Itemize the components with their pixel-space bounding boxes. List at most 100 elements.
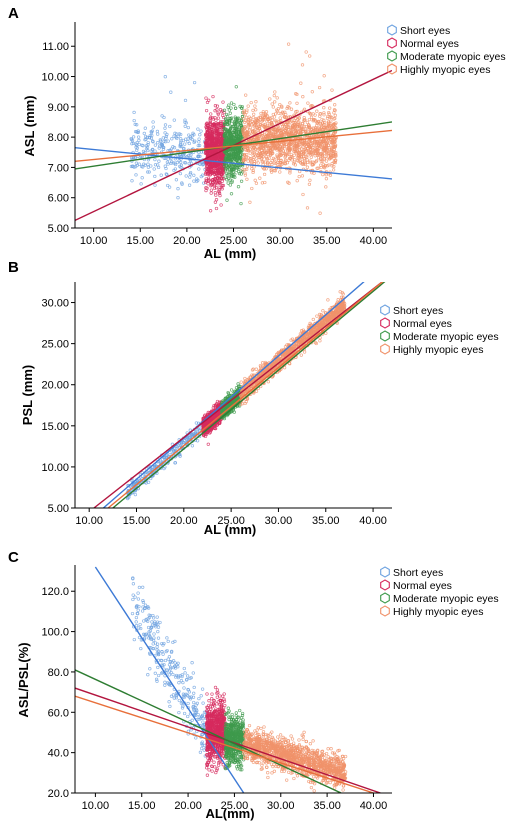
data-point [217, 173, 221, 177]
data-point [213, 177, 217, 181]
data-point [204, 125, 208, 129]
data-point [278, 170, 282, 174]
data-point [214, 186, 219, 190]
data-point [205, 138, 210, 143]
data-point [229, 126, 233, 130]
data-point [268, 135, 272, 140]
data-point [303, 129, 308, 133]
data-point [251, 146, 255, 151]
data-point [229, 154, 233, 158]
data-point [215, 399, 220, 404]
data-point [156, 465, 160, 469]
data-point [168, 124, 172, 129]
x-tick-label: 40.00 [360, 235, 388, 247]
data-point [270, 123, 274, 127]
data-point [304, 124, 308, 129]
data-point [180, 181, 184, 185]
panel-letter: A [8, 5, 19, 22]
data-point [324, 159, 329, 163]
data-point [286, 125, 290, 129]
legend-label: Normal eyes [400, 38, 459, 50]
data-point [175, 445, 180, 449]
data-point [204, 150, 208, 155]
data-point [129, 164, 134, 169]
data-point [184, 137, 188, 141]
data-point [276, 156, 281, 161]
data-point [166, 157, 170, 161]
data-point [333, 159, 337, 163]
data-point [287, 133, 291, 137]
data-point [327, 112, 331, 116]
data-point [209, 150, 214, 154]
data-point [220, 400, 224, 405]
data-point [233, 106, 238, 110]
data-point [278, 150, 282, 155]
data-point [176, 187, 180, 191]
data-point [187, 133, 191, 137]
data-point [229, 106, 233, 110]
data-point [310, 90, 314, 94]
data-point [162, 466, 166, 471]
data-point [289, 152, 293, 157]
data-point [245, 177, 249, 181]
data-point [289, 155, 294, 159]
data-point [311, 119, 315, 123]
data-point [287, 148, 292, 153]
data-point [156, 132, 160, 136]
data-point [230, 179, 234, 183]
data-point [253, 104, 257, 108]
data-point [275, 96, 279, 100]
data-point [151, 140, 155, 144]
data-point [219, 131, 224, 136]
data-point [213, 404, 218, 408]
data-point [247, 118, 251, 122]
panel-A: A10.00 15.00 20.00 25.00 30.00 35.00 40.005.00… [8, 5, 506, 261]
data-point [186, 125, 190, 130]
data-point [249, 123, 254, 127]
data-point [266, 117, 270, 122]
data-point [315, 146, 319, 150]
data-point [291, 162, 296, 166]
data-point [230, 157, 234, 161]
data-point [206, 134, 210, 138]
data-point [187, 161, 191, 166]
data-point [232, 128, 236, 133]
data-point [286, 42, 291, 46]
data-point [158, 144, 162, 148]
data-point [243, 167, 247, 172]
data-point [173, 461, 178, 465]
data-point [211, 94, 215, 99]
y-tick-label: 5.00 [48, 223, 69, 235]
data-point [192, 179, 196, 183]
data-point [212, 403, 216, 408]
data-point [275, 142, 280, 146]
data-point [184, 174, 188, 178]
data-point [254, 117, 258, 121]
data-point [179, 163, 184, 167]
data-point [250, 130, 255, 134]
data-point [303, 159, 307, 163]
data-point [173, 162, 178, 167]
data-point [263, 143, 268, 147]
data-point [265, 114, 269, 118]
data-point [309, 142, 313, 146]
data-point [195, 439, 200, 443]
data-point [218, 181, 222, 185]
data-point [261, 110, 265, 114]
data-point [135, 148, 139, 153]
data-point [251, 108, 255, 113]
data-point [183, 124, 187, 128]
data-point [296, 151, 301, 155]
data-point [210, 132, 215, 136]
data-point [151, 125, 155, 129]
data-point [164, 136, 168, 140]
data-point [250, 186, 254, 191]
data-point [297, 174, 301, 179]
data-point [243, 173, 248, 177]
data-point [215, 104, 220, 108]
data-point [264, 110, 269, 114]
data-point [253, 178, 257, 182]
data-point [262, 166, 266, 171]
data-point [307, 126, 311, 130]
